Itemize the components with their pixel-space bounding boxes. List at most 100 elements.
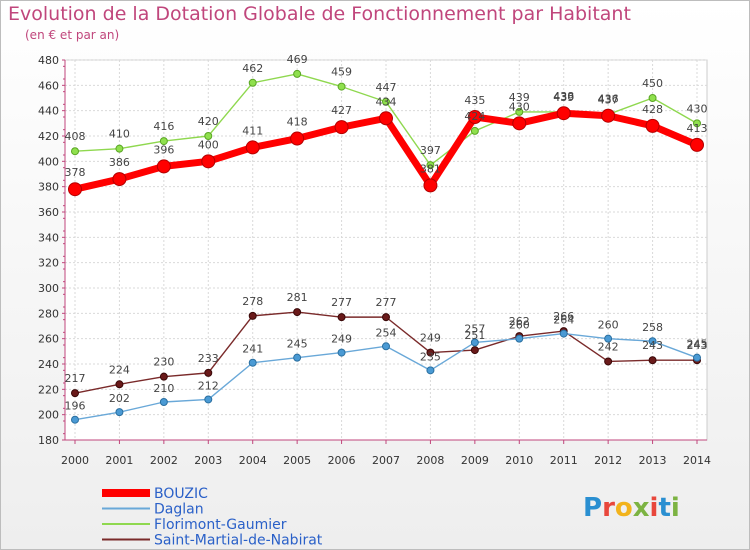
data-point [156,159,171,174]
x-tick-label: 2006 [328,454,356,467]
brand-logo: Proxiti [583,493,680,523]
data-point [515,334,524,343]
x-tick-label: 2013 [639,454,667,467]
data-label: 277 [331,296,352,309]
data-label: 430 [687,102,708,115]
data-point [248,78,257,87]
data-label: 266 [553,310,574,323]
data-label: 450 [642,77,663,90]
data-point [648,94,657,102]
data-point [648,337,657,346]
data-point [337,82,346,91]
data-label: 418 [287,116,308,129]
data-label: 469 [287,53,308,66]
legend-label: BOUZIC [154,486,208,502]
data-point [204,132,213,140]
data-label: 260 [598,319,619,332]
y-tick-label: 260 [38,333,59,346]
data-label: 439 [509,91,530,104]
data-point [290,131,305,146]
y-tick-label: 460 [38,79,59,92]
y-tick-label: 280 [38,307,59,320]
x-tick-label: 2008 [416,454,444,467]
data-point [382,342,390,351]
data-label: 251 [464,329,485,342]
data-label: 249 [331,333,352,346]
data-point [693,353,701,362]
data-point [159,137,168,146]
data-point [382,313,390,322]
data-label: 462 [242,62,263,75]
data-label: 408 [65,130,86,143]
data-label: 424 [464,110,485,123]
data-label: 233 [198,352,219,365]
data-point [382,97,390,106]
y-tick-label: 220 [38,383,59,396]
data-label: 196 [65,400,86,413]
data-point [426,161,435,170]
data-point [467,110,482,124]
y-tick-label: 380 [38,181,59,194]
data-label: 260 [509,319,530,332]
x-tick-label: 2001 [105,454,133,467]
data-label: 436 [598,93,619,106]
data-point [470,126,479,135]
series-daglan [71,329,701,424]
data-label: 435 [464,94,485,107]
y-tick-label: 400 [38,155,59,168]
chart-subtitle: (en € et par an) [25,28,120,42]
x-tick-label: 2002 [150,454,178,467]
data-point [690,137,704,152]
data-point [426,348,435,357]
legend-label: Saint-Martial-de-Nabirat [154,533,323,549]
x-tick-label: 2003 [194,454,222,467]
chart-title: Evolution de la Dotation Globale de Fonc… [8,3,631,25]
data-label: 217 [65,372,86,385]
data-label: 245 [287,338,308,351]
data-point [470,338,479,347]
data-label: 430 [509,100,530,113]
data-label: 254 [376,326,397,339]
data-label: 281 [287,291,308,304]
data-point [604,357,613,366]
data-point [71,147,79,156]
data-label: 413 [687,122,708,135]
data-point [68,182,82,197]
data-point [337,313,346,322]
data-point [248,311,257,320]
data-label: 278 [242,295,263,308]
x-tick-label: 2000 [61,454,89,467]
data-label: 410 [109,128,130,141]
data-label: 230 [153,356,174,369]
data-point [71,415,79,424]
data-label: 258 [642,321,663,334]
series-saint-martial-de-nabirat [71,308,701,398]
data-label: 241 [242,343,263,356]
data-label: 439 [553,91,574,104]
legend-label: Daglan [154,502,204,518]
series-bouzic [68,106,704,197]
data-point [601,108,616,123]
data-point [426,366,435,375]
x-tick-label: 2012 [594,454,622,467]
data-point [115,380,124,389]
x-tick-label: 2004 [239,454,267,467]
x-tick-label: 2010 [505,454,533,467]
data-label: 257 [464,322,485,335]
x-tick-label: 2009 [461,454,489,467]
data-label: 438 [553,90,574,103]
data-point [115,408,124,417]
data-point [293,308,302,317]
data-label: 245 [687,338,708,351]
data-point [559,329,568,338]
data-label: 416 [153,120,174,133]
data-label: 381 [420,162,441,175]
data-label: 428 [642,103,663,116]
data-point [337,348,346,357]
y-tick-label: 340 [38,231,59,244]
y-tick-label: 480 [38,54,59,67]
y-tick-label: 300 [38,282,59,295]
y-tick-label: 420 [38,130,59,143]
x-tick-label: 2005 [283,454,311,467]
